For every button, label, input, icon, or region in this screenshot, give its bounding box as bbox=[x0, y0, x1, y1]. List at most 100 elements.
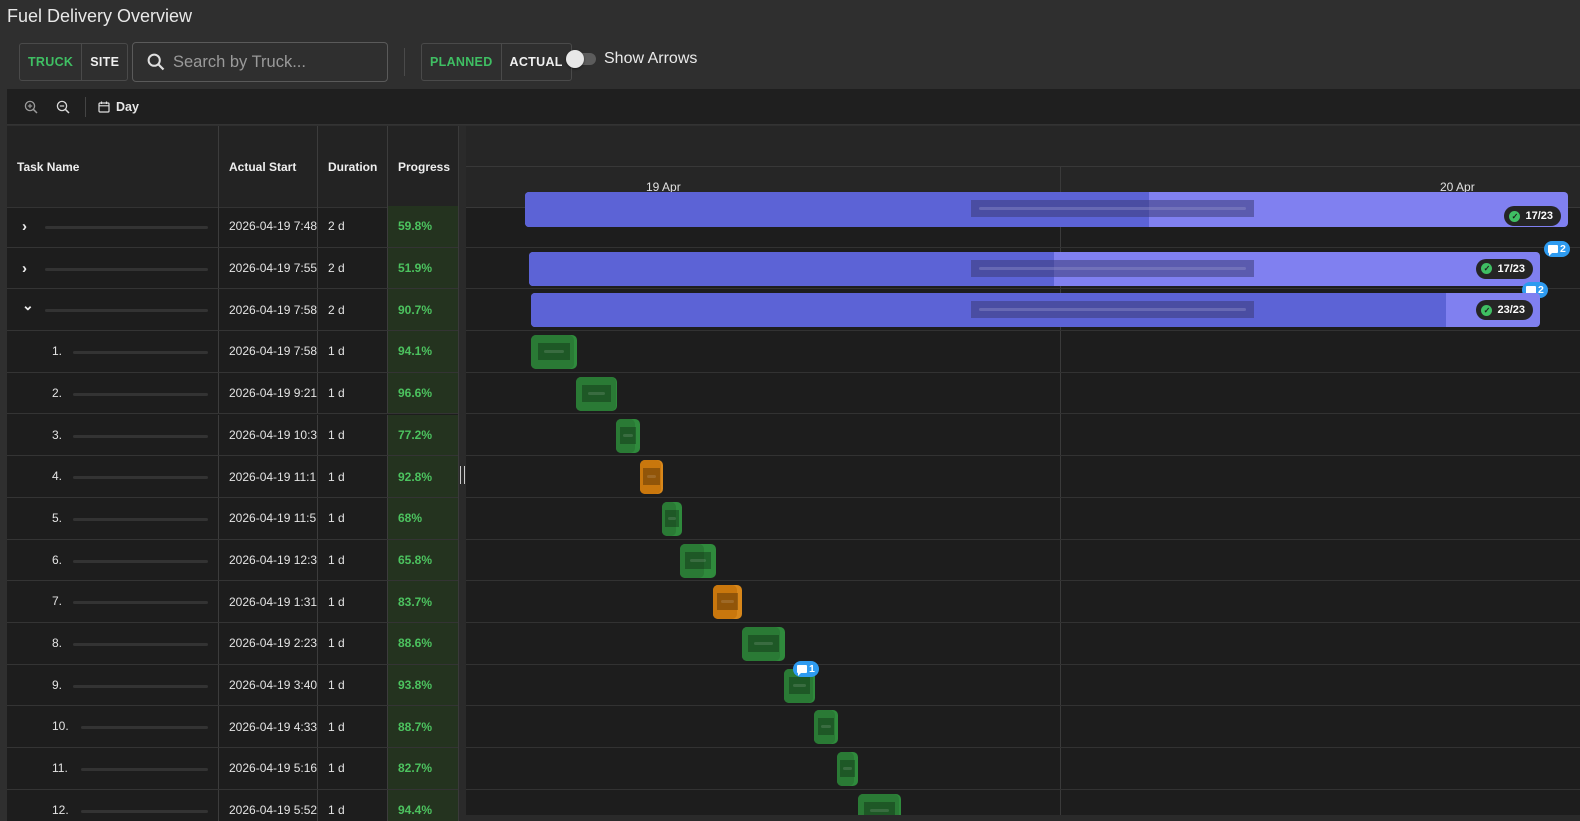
actual-start-cell: 2026-04-19 9:21 bbox=[219, 372, 318, 414]
task-row[interactable]: 3. 2026-04-19 10:3 1 d 77.2% bbox=[7, 414, 458, 457]
task-row[interactable]: 8. 2026-04-19 2:23 1 d 88.6% bbox=[7, 623, 458, 665]
task-bar[interactable] bbox=[814, 710, 838, 745]
task-name-cell: › bbox=[7, 206, 219, 247]
group-bar[interactable]: ✓ 17/23 bbox=[529, 251, 1540, 286]
task-row[interactable]: 12. 2026-04-19 5:52 1 d 94.4% bbox=[7, 789, 458, 821]
timeline-row bbox=[466, 748, 1580, 790]
actual-start-cell: 2026-04-19 7:58 bbox=[219, 289, 318, 331]
task-name-cell: 7. bbox=[7, 581, 219, 622]
column-header-duration[interactable]: Duration bbox=[318, 126, 388, 208]
redacted-task-name bbox=[45, 226, 208, 229]
planned-button[interactable]: PLANNED bbox=[430, 55, 493, 69]
task-number: 10. bbox=[52, 719, 69, 734]
completion-count: 17/23 bbox=[1525, 210, 1553, 222]
duration-cell: 1 d bbox=[318, 372, 388, 414]
site-button[interactable]: SITE bbox=[81, 44, 127, 80]
search-input[interactable] bbox=[173, 52, 383, 72]
scale-day-button[interactable]: Day bbox=[98, 100, 139, 114]
group-row[interactable]: ⌄ 2026-04-19 7:58 2 d 90.7% bbox=[7, 289, 458, 332]
duration-cell: 1 d bbox=[318, 706, 388, 748]
horizontal-scrollbar[interactable] bbox=[466, 815, 1580, 821]
comment-count-badge[interactable]: 1 bbox=[793, 660, 819, 677]
group-row[interactable]: › 2026-04-19 7:55 2 d 51.9% bbox=[7, 247, 458, 290]
task-bar[interactable] bbox=[576, 376, 617, 411]
task-row[interactable]: 7. 2026-04-19 1:31 1 d 83.7% bbox=[7, 581, 458, 623]
truck-button[interactable]: TRUCK bbox=[28, 55, 74, 69]
zoom-out-icon[interactable] bbox=[51, 95, 75, 119]
duration-cell: 1 d bbox=[318, 539, 388, 581]
task-row[interactable]: 9. 2026-04-19 3:40 1 d 93.8% bbox=[7, 664, 458, 707]
task-name-cell: 10. bbox=[7, 706, 219, 748]
task-number: 12. bbox=[52, 802, 69, 817]
task-bar[interactable] bbox=[662, 501, 682, 536]
task-row[interactable]: 4. 2026-04-19 11:1 1 d 92.8% bbox=[7, 456, 458, 498]
task-row[interactable]: 2. 2026-04-19 9:21 1 d 96.6% bbox=[7, 372, 458, 415]
completion-count: 23/23 bbox=[1497, 304, 1525, 317]
task-bar[interactable] bbox=[837, 752, 858, 787]
duration-cell: 1 d bbox=[318, 789, 388, 821]
task-bar-progress bbox=[742, 627, 781, 661]
task-bar-progress bbox=[680, 543, 704, 578]
task-name-cell: › bbox=[7, 247, 219, 289]
comment-count-badge[interactable]: 2 bbox=[1544, 240, 1570, 257]
task-row[interactable]: 5. 2026-04-19 11:5 1 d 68% bbox=[7, 497, 458, 540]
expand-chevron-icon[interactable]: › bbox=[22, 259, 27, 277]
timeline-row bbox=[466, 498, 1580, 540]
actual-start-cell: 2026-04-19 11:1 bbox=[219, 456, 318, 497]
search-box bbox=[132, 42, 388, 82]
task-name-cell: 1. bbox=[7, 331, 219, 372]
expand-chevron-icon[interactable]: › bbox=[22, 218, 27, 235]
redacted-task-name bbox=[73, 601, 208, 605]
collapse-chevron-icon[interactable]: ⌄ bbox=[22, 297, 34, 314]
task-bar[interactable] bbox=[531, 335, 577, 370]
actual-start-cell: 2026-04-19 5:16 bbox=[219, 748, 318, 789]
timeline-row bbox=[466, 623, 1580, 665]
task-bar-label-placeholder bbox=[665, 509, 679, 527]
actual-start-cell: 2026-04-19 5:52 bbox=[219, 789, 318, 821]
comment-icon bbox=[797, 664, 807, 676]
task-row[interactable]: 6. 2026-04-19 12:3 1 d 65.8% bbox=[7, 539, 458, 582]
task-row[interactable]: 11. 2026-04-19 5:16 1 d 82.7% bbox=[7, 748, 458, 790]
group-bar[interactable]: ✓ 17/23 bbox=[525, 192, 1568, 227]
show-arrows-toggle[interactable]: Show Arrows bbox=[566, 50, 697, 68]
duration-cell: 2 d bbox=[318, 247, 388, 289]
group-bar-progress bbox=[529, 251, 1054, 286]
task-bar[interactable] bbox=[680, 543, 716, 578]
progress-cell: 88.7% bbox=[388, 706, 458, 748]
splitter-handle[interactable] bbox=[460, 466, 465, 484]
column-header-progress[interactable]: Progress bbox=[398, 160, 451, 174]
task-bar[interactable] bbox=[640, 460, 663, 495]
task-name-cell: 8. bbox=[7, 623, 219, 664]
column-header-actual-start[interactable]: Actual Start bbox=[219, 126, 318, 208]
task-row[interactable]: 1. 2026-04-19 7:58 1 d 94.1% bbox=[7, 331, 458, 373]
actual-start-cell: 2026-04-19 7:48 bbox=[219, 206, 318, 247]
task-bar-label-placeholder bbox=[537, 343, 571, 361]
task-number: 3. bbox=[52, 427, 63, 442]
timeline-row bbox=[466, 289, 1580, 332]
task-number: 1. bbox=[52, 344, 63, 359]
search-icon bbox=[147, 53, 165, 71]
task-name-cell: 6. bbox=[7, 539, 219, 581]
zoom-in-icon[interactable] bbox=[19, 95, 43, 119]
actual-button[interactable]: ACTUAL bbox=[500, 44, 571, 80]
grid-chart-splitter[interactable] bbox=[458, 126, 466, 821]
gantt-toolbar-divider bbox=[85, 96, 86, 117]
task-bar[interactable] bbox=[616, 418, 640, 453]
group-row[interactable]: › 2026-04-19 7:48 2 d 59.8% bbox=[7, 206, 458, 248]
column-header-task-name[interactable]: Task Name bbox=[7, 126, 219, 208]
task-bar-label-placeholder bbox=[840, 760, 855, 778]
task-bar-progress bbox=[837, 752, 855, 787]
timeline-row bbox=[466, 331, 1580, 373]
duration-cell: 1 d bbox=[318, 664, 388, 706]
group-bar[interactable]: ✓ 23/23 bbox=[531, 293, 1540, 328]
task-bar-label-placeholder bbox=[619, 426, 637, 444]
task-bar-label-placeholder bbox=[864, 801, 895, 819]
task-bar[interactable] bbox=[742, 627, 785, 661]
completion-badge: ✓ 17/23 bbox=[1504, 206, 1561, 226]
task-grid: Task Name Actual Start Duration Progress… bbox=[7, 126, 458, 821]
task-row[interactable]: 10. 2026-04-19 4:33 1 d 88.7% bbox=[7, 706, 458, 749]
task-bar[interactable] bbox=[713, 585, 742, 620]
task-bar-progress bbox=[531, 335, 575, 370]
actual-start-cell: 2026-04-19 12:3 bbox=[219, 539, 318, 581]
task-bar-label-placeholder bbox=[582, 384, 611, 402]
